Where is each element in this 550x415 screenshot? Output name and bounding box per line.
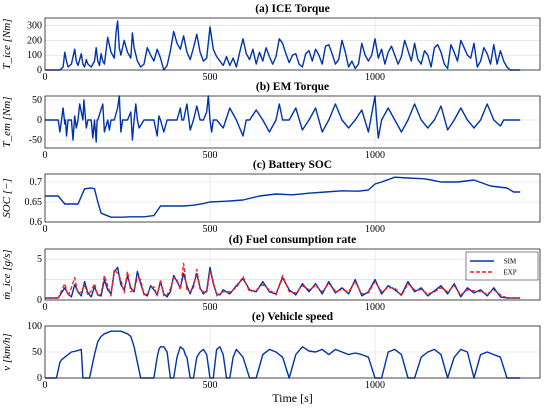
x-tick-label: 500 (203, 150, 218, 161)
panel-title: (d) Fuel consumption rate (229, 234, 356, 246)
panel-title: (e) Vehicle speed (252, 311, 334, 323)
x-tick-label: 0 (43, 150, 48, 161)
y-tick-label: 5 (37, 254, 42, 265)
panel-title: (a) ICE Torque (255, 3, 330, 15)
axis-frame (44, 95, 541, 149)
y-tick-label: 0.7 (30, 177, 43, 188)
x-tick-label: 500 (203, 380, 218, 391)
y-axis-label: v [km/h] (1, 333, 13, 371)
panel-title: (b) EM Torque (256, 81, 329, 93)
axis-frame (44, 17, 541, 71)
legend: SIM EXP (465, 251, 539, 281)
x-tick-label: 0 (43, 302, 48, 313)
y-tick-label: 200 (27, 35, 42, 46)
legend-label: SIM (504, 258, 517, 266)
panel-2: (c) Battery SOC 0.6 0.65 0.7 0 500 1000 SOC [−] (1, 159, 541, 235)
y-axis-label: ṁ_ice [g/s] (1, 249, 13, 299)
panel-3: (d) Fuel consumption rate 0 5 0 500 1000 ṁ_ice… (1, 234, 541, 313)
y-tick-label: 0 (37, 115, 42, 126)
series-line-exp (45, 262, 521, 299)
y-axis-label: T_ice [Nm] (1, 18, 13, 69)
y-tick-label: 50 (32, 95, 42, 106)
y-tick-label: 0 (37, 65, 42, 76)
x-tick-label: 1000 (365, 302, 385, 313)
y-axis-label: T_em [Nm] (1, 96, 13, 147)
x-tick-label: 1000 (365, 72, 385, 83)
y-axis-label: SOC [−] (1, 178, 13, 218)
axis-frame (44, 325, 541, 379)
y-tick-label: 0.6 (30, 217, 43, 228)
legend-label: EXP (503, 269, 516, 277)
x-tick-label: 0 (43, 72, 48, 83)
x-tick-label: 500 (203, 72, 218, 83)
y-tick-label: 300 (27, 20, 42, 31)
x-tick-label: 0 (43, 224, 48, 235)
x-tick-label: 0 (43, 380, 48, 391)
y-tick-label: 100 (27, 321, 42, 332)
x-tick-label: 1000 (365, 380, 385, 391)
panel-title: (c) Battery SOC (253, 159, 332, 171)
y-tick-label: 0 (37, 295, 42, 306)
y-tick-label: 100 (27, 50, 42, 61)
series-line-data (45, 95, 521, 143)
legend-box (465, 251, 539, 281)
axis-frame (44, 173, 541, 223)
x-tick-label: 500 (203, 302, 218, 313)
axis-frame (44, 248, 541, 301)
x-tick-label: 500 (203, 224, 218, 235)
x-tick-label: 1000 (365, 150, 385, 161)
x-axis-label: Time [s] (272, 391, 313, 405)
y-tick-label: 0.65 (25, 197, 43, 208)
series-line-data (45, 176, 521, 218)
y-tick-label: -50 (29, 135, 42, 146)
y-tick-label: 50 (32, 347, 42, 358)
x-tick-label: 1000 (365, 224, 385, 235)
y-tick-label: 0 (37, 373, 42, 384)
series-line-data (45, 20, 521, 71)
series-line-data (45, 330, 521, 379)
